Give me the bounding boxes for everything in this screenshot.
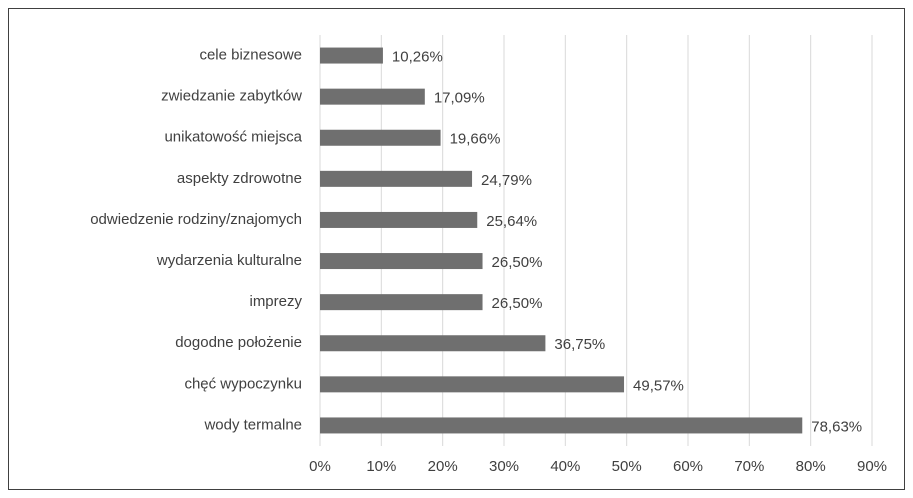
data-label: 36,75%	[554, 336, 605, 353]
y-tick-label: dogodne położenie	[175, 334, 302, 351]
data-label: 10,26%	[392, 49, 443, 66]
bar	[320, 129, 441, 146]
x-tick-label: 40%	[550, 458, 580, 475]
x-tick-label: 80%	[796, 458, 826, 475]
data-label: 17,09%	[434, 90, 485, 107]
bar	[320, 335, 546, 352]
data-label: 26,50%	[492, 254, 543, 271]
bar	[320, 376, 625, 393]
data-label: 25,64%	[486, 213, 537, 230]
x-tick-label: 10%	[366, 458, 396, 475]
x-tick-label: 60%	[673, 458, 703, 475]
y-tick-label: wody termalne	[203, 416, 302, 433]
bar	[320, 211, 478, 228]
x-tick-label: 0%	[309, 458, 331, 475]
data-label: 78,63%	[811, 418, 862, 435]
y-tick-label: wydarzenia kulturalne	[156, 252, 302, 269]
data-label: 24,79%	[481, 172, 532, 189]
x-tick-label: 20%	[428, 458, 458, 475]
chart-border	[8, 8, 905, 490]
y-tick-label: chęć wypoczynku	[184, 375, 302, 392]
data-label: 19,66%	[450, 131, 501, 148]
x-tick-label: 30%	[489, 458, 519, 475]
y-tick-label: imprezy	[249, 293, 302, 310]
bar	[320, 88, 425, 105]
bar	[320, 47, 383, 64]
y-tick-label: odwiedzenie rodziny/znajomych	[90, 211, 302, 228]
bar	[320, 253, 483, 270]
data-label: 49,57%	[633, 377, 684, 394]
y-tick-label: cele biznesowe	[199, 47, 302, 64]
x-tick-label: 50%	[612, 458, 642, 475]
y-tick-label: aspekty zdrowotne	[177, 170, 302, 187]
x-tick-label: 90%	[857, 458, 887, 475]
bar	[320, 170, 473, 187]
bar	[320, 294, 483, 311]
x-tick-label: 70%	[734, 458, 764, 475]
data-label: 26,50%	[492, 295, 543, 312]
bar	[320, 417, 803, 434]
y-tick-label: zwiedzanie zabytków	[161, 88, 302, 105]
y-tick-label: unikatowość miejsca	[164, 129, 302, 146]
